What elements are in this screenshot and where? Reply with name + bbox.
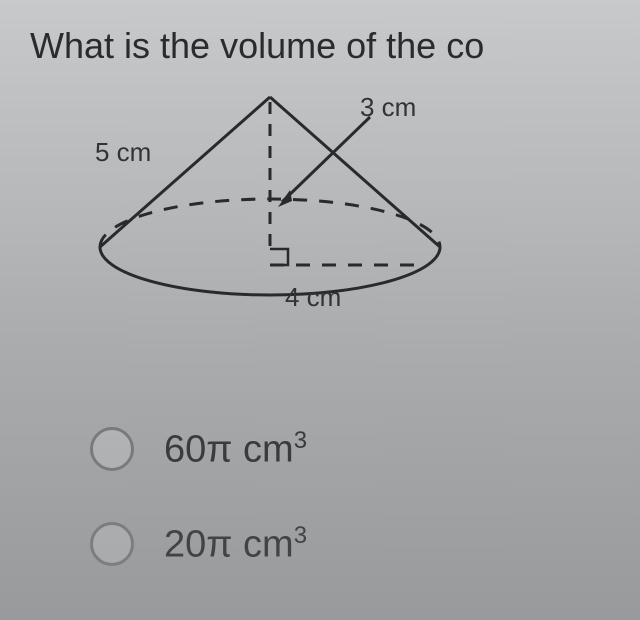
height-label: 3 cm [360, 92, 416, 123]
answer-option-2[interactable]: 20π cm3 [90, 522, 640, 567]
option-label-2: 20π cm3 [164, 522, 307, 567]
cone-diagram: 5 cm 3 cm 4 cm [60, 87, 490, 327]
radius-label: 4 cm [285, 282, 341, 313]
option-label-1: 60π cm3 [164, 427, 307, 472]
slant-height-label: 5 cm [95, 137, 151, 168]
radio-icon [90, 522, 134, 566]
answer-option-1[interactable]: 60π cm3 [90, 427, 640, 472]
question-text: What is the volume of the co [0, 0, 640, 77]
radio-icon [90, 427, 134, 471]
